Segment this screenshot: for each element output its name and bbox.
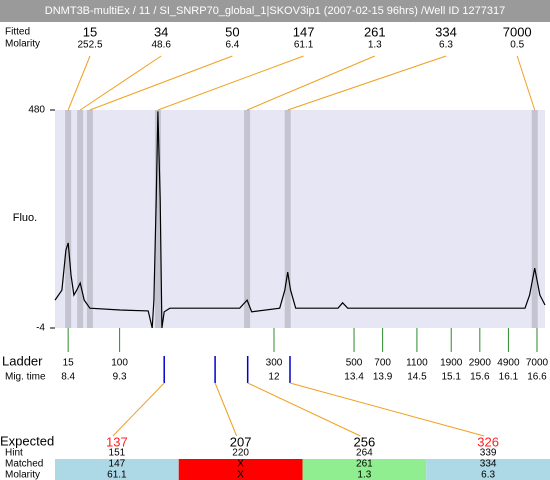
title-bar [0, 0, 550, 22]
peak-band [531, 110, 538, 328]
expected-value: 137 [106, 434, 128, 449]
trace-line [54, 111, 546, 329]
matched-value: 147 [109, 459, 126, 470]
ladder-time: 16.1 [499, 372, 519, 383]
peak-size: 261 [364, 24, 386, 39]
hint-value: 151 [109, 448, 126, 459]
expected-connector [112, 382, 165, 437]
matched-value: 334 [480, 459, 497, 470]
peak-molarity: 252.5 [77, 40, 102, 51]
ladder-time: 13.9 [373, 372, 393, 383]
peak-band [65, 110, 72, 328]
hint-value: 220 [232, 448, 249, 459]
row-label: Fitted [5, 27, 30, 38]
peak-band [244, 110, 251, 328]
ladder-time: 14.5 [407, 372, 427, 383]
ladder-size: 300 [266, 358, 283, 369]
peak-molarity: 1.3 [368, 40, 382, 51]
y-axis-label: Fluo. [13, 212, 37, 224]
match-cell [426, 459, 550, 480]
peak-size: 7000 [503, 24, 532, 39]
ladder-size: 15 [63, 358, 75, 369]
row-label: Molarity [5, 470, 40, 480]
ladder-time: 9.3 [113, 372, 127, 383]
row-label: Molarity [5, 39, 40, 50]
ladder-time: 8.4 [61, 372, 75, 383]
peak-connector [157, 55, 304, 111]
ladder-size: 500 [346, 358, 363, 369]
peak-connector [67, 55, 91, 111]
row-label: Hint [5, 448, 23, 459]
ladder-time: 15.6 [470, 372, 490, 383]
row-label: Matched [5, 459, 43, 470]
expected-connector [247, 382, 361, 437]
peak-size: 147 [293, 24, 315, 39]
plot-area [55, 110, 545, 328]
expected-value: 326 [477, 434, 499, 449]
ladder-time: 15.1 [441, 372, 461, 383]
ladder-size: 1900 [440, 358, 463, 369]
peak-connector [287, 55, 447, 111]
match-cell [55, 459, 179, 480]
ladder-size: 100 [111, 358, 128, 369]
peak-molarity: 6.3 [439, 40, 453, 51]
row-label: Expected [0, 433, 54, 448]
peak-size: 15 [83, 24, 97, 39]
peak-connector [516, 55, 536, 111]
matched-value: 261 [356, 459, 373, 470]
match-cell [302, 459, 427, 480]
peak-molarity: 61.1 [294, 40, 314, 51]
ladder-size: 1100 [406, 358, 428, 369]
peak-molarity: 6.4 [225, 40, 239, 51]
peak-connector [89, 55, 233, 111]
matched-value: X [237, 459, 244, 470]
peak-molarity: 0.5 [510, 40, 524, 51]
peak-band [77, 110, 84, 328]
y-tick-label: -4 [36, 323, 45, 334]
peak-size: 334 [435, 24, 457, 39]
molarity-value: X [237, 470, 244, 480]
expected-value: 256 [354, 434, 376, 449]
ladder-size: 700 [374, 358, 391, 369]
peak-band [284, 110, 291, 328]
peak-size: 34 [154, 24, 168, 39]
peak-molarity: 48.6 [151, 40, 171, 51]
ladder-size: 2900 [469, 358, 492, 369]
peak-connector [79, 55, 162, 111]
ladder-size: 7000 [526, 358, 549, 369]
ladder-time: 16.6 [527, 372, 547, 383]
peak-band [86, 110, 93, 328]
expected-value: 207 [230, 434, 252, 449]
ladder-label: Ladder [2, 353, 43, 368]
peak-connector [246, 55, 375, 111]
molarity-value: 6.3 [481, 470, 495, 480]
peak-size: 50 [225, 24, 239, 39]
expected-connector [289, 382, 485, 437]
molarity-value: 61.1 [107, 470, 127, 480]
peak-band [154, 110, 161, 328]
molarity-value: 1.3 [357, 470, 371, 480]
mig-time-label: Mig. time [5, 372, 46, 383]
ladder-size: 4900 [497, 358, 520, 369]
match-cell [178, 459, 303, 480]
ladder-time: 12 [268, 372, 280, 383]
hint-value: 264 [356, 448, 373, 459]
title: DNMT3B-multiEx / 11 / SI_SNRP70_global_1… [45, 5, 505, 17]
ladder-time: 13.4 [344, 372, 364, 383]
hint-value: 339 [480, 448, 497, 459]
expected-connector [214, 382, 238, 437]
y-tick-label: 480 [28, 105, 45, 116]
